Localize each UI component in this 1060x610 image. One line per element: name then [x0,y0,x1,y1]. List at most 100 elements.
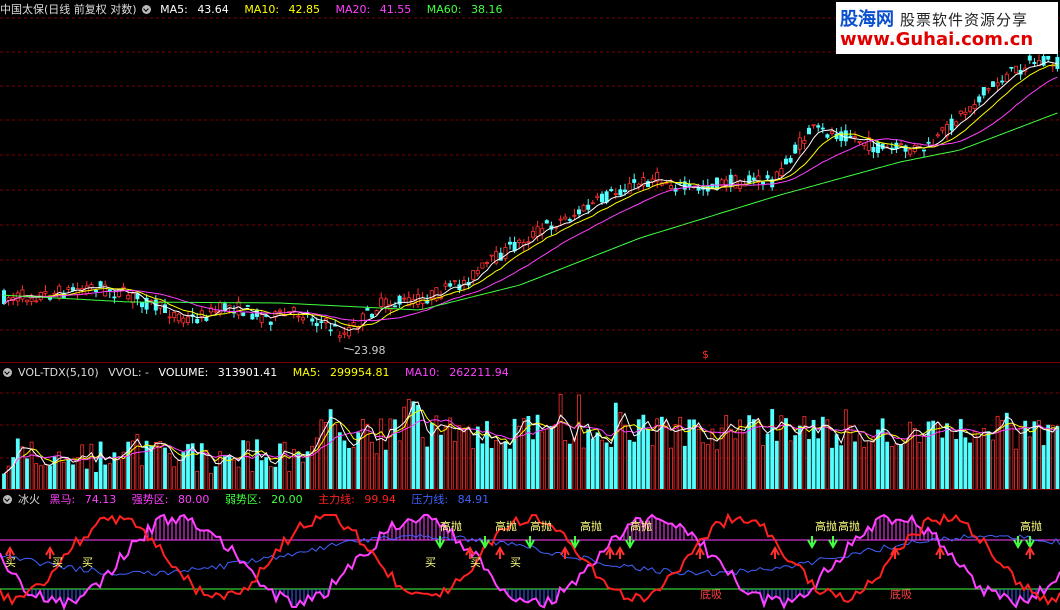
volume-value-label: VOLUME: 313901.41 [158,366,278,379]
candle-body [374,310,379,315]
volume-bar [1004,412,1009,490]
volume-bar [489,447,494,490]
volume-bar [577,394,581,490]
volume-bar [1027,436,1032,490]
candle-body [43,291,48,294]
candle-body [66,287,71,290]
candle-body [641,177,646,187]
volume-bar [595,432,600,490]
price-chart-panel[interactable]: 中国太保(日线 前复权 对数) MA5: 43.64 MA10: 42.85 M… [0,0,1060,362]
volume-bar [43,463,48,490]
main-force-label: 主力线: 99.94 [318,493,396,506]
sell-high-signal: 高抛 [530,519,552,533]
volume-bar [733,438,738,490]
candle-body [20,289,25,300]
candle-body [669,185,674,189]
volume-bar [337,432,342,490]
candle-body [360,313,365,325]
candle-body [245,305,250,307]
volume-bar [34,463,39,490]
volume-bar [604,442,609,490]
volume-ma10-label: MA10: 262211.94 [405,366,509,379]
candle-body [204,317,209,321]
ma60-line [3,112,1058,311]
candle-body [172,312,177,318]
volume-bar [825,419,830,490]
candle-body [595,195,600,198]
heima-label: 黑马: 74.13 [49,493,117,506]
volume-bar [770,409,775,490]
candle-body [793,144,798,154]
volume-bar [434,415,439,490]
volume-bar [11,457,16,490]
volume-bar [420,437,425,490]
candle-body [241,312,246,316]
volume-bar [126,441,131,490]
volume-bar [554,424,558,490]
volume-bar [158,441,163,490]
volume-bar [15,438,20,490]
indicator-chart[interactable]: 高抛 高抛 高抛 高抛 高抛 高抛 高抛 高抛买买买买买买底吸 底吸 [0,490,1060,610]
volume-bar [480,443,485,490]
candle-body [751,177,756,181]
volume-bar [682,445,687,490]
candle-body [986,88,991,91]
dip-buy-signal: 底吸 [700,587,722,601]
main-force-line [0,512,1060,606]
candle-body [250,313,255,320]
volume-bar [917,441,922,490]
volume-bar [278,443,282,490]
volume-bar [75,457,80,490]
volume-bar [655,418,660,490]
up-arrow-icon [935,545,945,559]
candle-body [429,290,434,300]
volume-bar [351,446,356,490]
volume-bar [209,472,213,490]
sell-high-signal: 高抛 [815,519,837,533]
volume-bar [1055,426,1060,490]
volume-bar [807,439,811,490]
volume-bar [572,437,577,490]
volume-bar [719,427,724,490]
volume-bar [889,445,894,490]
candle-body [379,297,384,308]
volume-bar [167,453,172,490]
volume-bars-chart[interactable] [0,363,1060,490]
candle-body [1046,55,1051,60]
candle-body [586,204,591,210]
volume-bar [153,442,158,490]
volume-bar [52,456,57,490]
volume-bar [820,416,825,490]
volume-bar [1032,421,1037,490]
candle-body [613,193,618,195]
candle-body [346,327,351,337]
candle-body [1009,66,1014,69]
volume-bar [66,459,71,490]
indicator-panel[interactable]: 冰火 黑马: 74.13 强势区: 80.00 弱势区: 20.00 主力线: … [0,489,1060,610]
volume-bar [986,431,991,490]
volume-bar [310,445,315,490]
candle-body [903,145,908,152]
volume-bar [765,433,770,490]
candle-body [397,295,402,305]
candle-body [820,127,825,130]
indicator-settings-icon[interactable] [3,495,12,504]
candle-body [604,191,609,203]
candlestick-chart[interactable] [0,0,1060,362]
volume-settings-icon[interactable] [3,368,12,377]
candle-body [443,283,448,287]
candle-body [1032,62,1037,64]
volume-bar [544,428,549,490]
volume-bar [259,460,264,490]
candle-body [1041,56,1046,66]
buy-signal: 买 [82,556,93,569]
volume-bar [388,418,393,490]
volume-chart-panel[interactable]: VOL-TDX(5,10) VVOL: - VOLUME: 313901.41 … [0,362,1060,490]
candle-body [268,321,273,325]
volume-bar [176,460,181,490]
volume-bar [282,441,287,490]
up-arrow-icon [465,545,475,559]
indicator-header: 冰火 黑马: 74.13 强势区: 80.00 弱势区: 20.00 主力线: … [0,492,501,508]
volume-bar [922,434,926,490]
settings-dropdown-icon[interactable] [141,5,151,14]
